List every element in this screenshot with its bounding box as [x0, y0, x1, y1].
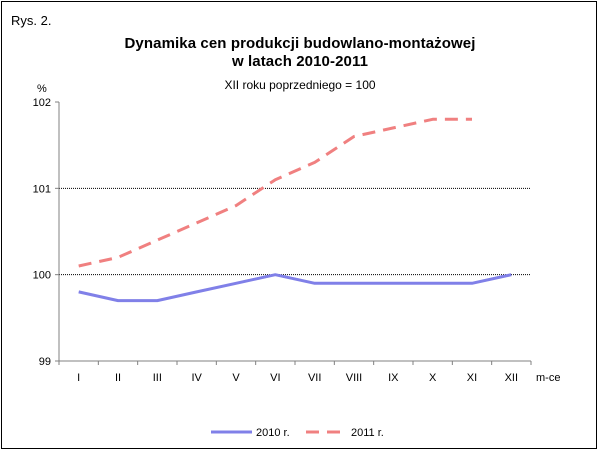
series-lines [78, 117, 512, 303]
chart-title-line2: w latach 2010-2011 [231, 53, 369, 70]
y-tick-label: 100 [33, 270, 51, 282]
figure-label: Rys. 2. [11, 13, 52, 28]
legend-label-1: 2010 r. [256, 427, 290, 439]
x-tick-labels: I II III IV V VI VII VIII IX X XI XII [77, 372, 518, 384]
x-tick-label: III [153, 372, 162, 384]
y-tick-label: 99 [39, 356, 51, 368]
legend: 2010 r. 2011 r. [211, 427, 384, 439]
x-tick-label: X [429, 372, 437, 384]
chart-title: Dynamika cen produkcji budowlano-montażo… [124, 35, 476, 52]
x-tick-label: V [232, 372, 240, 384]
series-line-2 [78, 117, 472, 268]
x-tick-label: IX [388, 372, 399, 384]
x-tick-label: XI [467, 372, 477, 384]
plot-area [59, 102, 531, 361]
x-tick-label: I [77, 372, 80, 384]
y-tick-labels: 99 100 101 102 [33, 97, 51, 368]
x-tick-label: IV [191, 372, 202, 384]
x-tick-label: VIII [346, 372, 363, 384]
y-axis-label: % [37, 83, 47, 95]
x-tick-label: VII [308, 372, 321, 384]
series-line-1 [78, 273, 512, 303]
axes [55, 101, 532, 365]
chart-subtitle: XII roku poprzedniego = 100 [224, 78, 376, 92]
x-tick-label: VI [270, 372, 280, 384]
y-tick-label: 102 [33, 97, 51, 109]
x-tick-label: II [115, 372, 121, 384]
plot-background [59, 102, 531, 361]
x-tick-label: XII [505, 372, 518, 384]
y-tick-label: 101 [33, 183, 51, 195]
legend-label-2: 2011 r. [351, 427, 384, 439]
x-axis-label: m-ce [536, 372, 560, 384]
gridlines [59, 187, 531, 276]
